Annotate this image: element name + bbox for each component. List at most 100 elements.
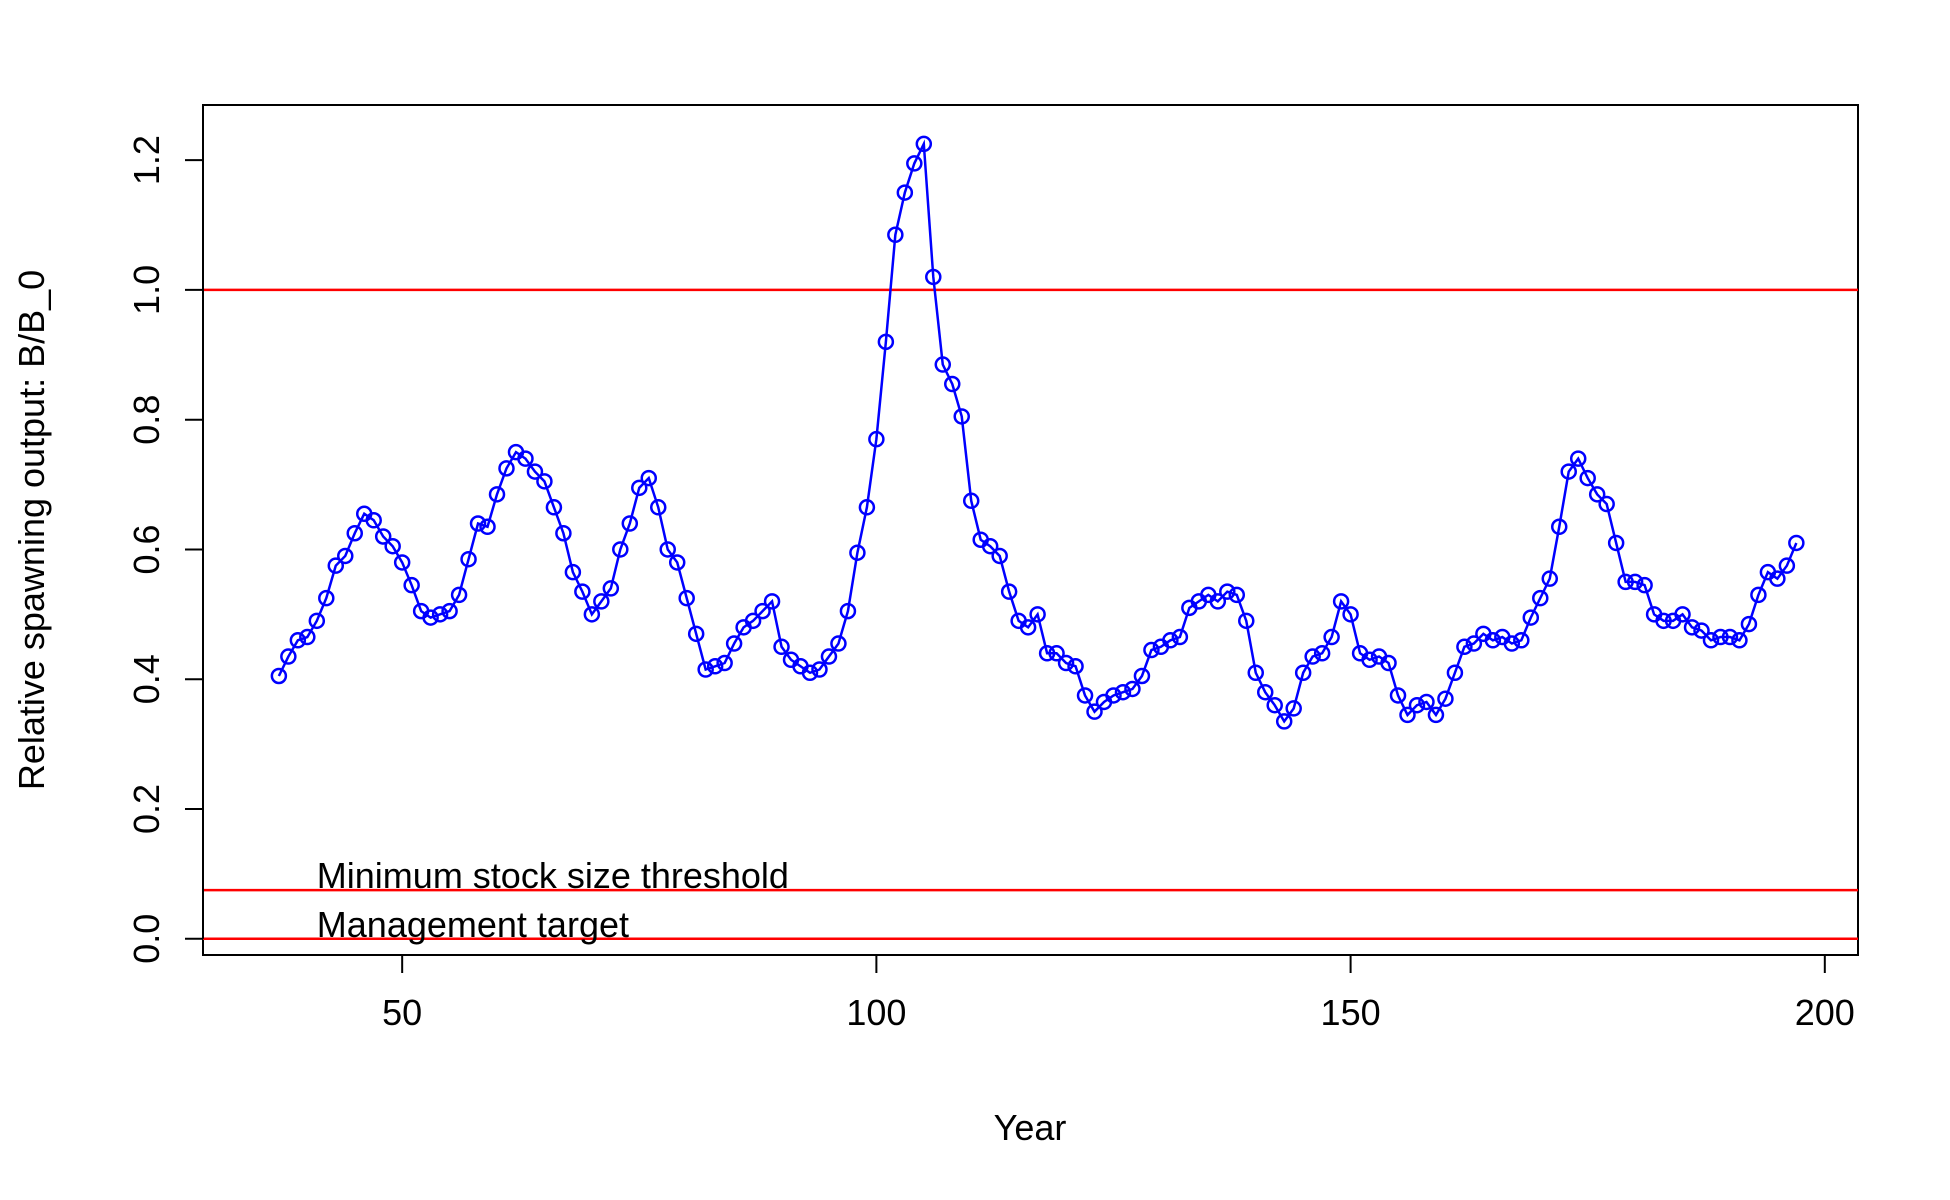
data-point — [1484, 632, 1502, 649]
data-point — [327, 557, 345, 574]
data-point — [1683, 619, 1701, 636]
x-tick-label: 150 — [1321, 992, 1381, 1033]
data-point — [1133, 667, 1151, 685]
data-point — [849, 544, 866, 561]
x-tick-label: 200 — [1795, 992, 1855, 1033]
data-point — [991, 547, 1008, 565]
data-point — [697, 661, 714, 678]
data-point — [1740, 615, 1758, 633]
x-axis-label: Year — [994, 1107, 1067, 1148]
data-point — [403, 576, 420, 594]
data-point — [716, 654, 733, 672]
data-point — [1029, 606, 1046, 623]
data-point — [450, 586, 468, 604]
data-point — [441, 602, 458, 620]
data-point — [1456, 638, 1473, 656]
data-point — [621, 515, 639, 532]
data-point — [934, 356, 952, 373]
data-point — [649, 499, 667, 516]
data-point — [1560, 463, 1577, 480]
data-point — [1437, 690, 1454, 707]
data-point — [1769, 570, 1786, 587]
data-point — [1171, 628, 1189, 646]
data-point — [1247, 664, 1265, 681]
data-point — [1285, 700, 1302, 717]
data-point — [1693, 622, 1710, 639]
reference-line-label: Management target — [317, 904, 629, 945]
data-point — [1674, 606, 1691, 623]
data-point — [915, 135, 933, 153]
data-point — [1702, 632, 1720, 649]
series-group — [270, 135, 1805, 730]
data-point — [1019, 619, 1037, 636]
data-point — [1256, 683, 1274, 701]
data-point — [839, 602, 857, 620]
data-point — [602, 580, 620, 597]
data-point — [1541, 570, 1559, 587]
data-point — [944, 375, 961, 393]
data-point — [925, 268, 942, 286]
data-point — [896, 184, 914, 201]
series-line — [277, 139, 1798, 724]
data-point — [801, 664, 819, 681]
data-point — [1067, 658, 1084, 675]
data-point — [1617, 573, 1634, 591]
data-point — [687, 625, 705, 643]
data-point — [270, 667, 288, 685]
data-point — [555, 524, 572, 542]
data-point — [346, 524, 363, 542]
x-tick-label: 100 — [846, 992, 906, 1033]
data-point — [1057, 654, 1075, 672]
data-point — [337, 547, 354, 565]
data-point — [564, 563, 582, 581]
data-point — [706, 658, 724, 675]
y-axis: 0.0 0.2 0.4 0.6 0.8 1.0 1.2 — [126, 135, 204, 964]
data-point — [460, 550, 477, 568]
data-point — [754, 602, 771, 620]
data-point — [517, 450, 534, 467]
data-point — [906, 155, 923, 172]
data-point — [1332, 593, 1350, 610]
data-point — [1266, 696, 1283, 714]
data-point — [612, 541, 629, 558]
data-point — [1105, 687, 1122, 704]
data-point — [1532, 589, 1549, 607]
data-point — [1788, 534, 1805, 552]
data-point — [545, 499, 563, 516]
data-point — [498, 460, 515, 477]
data-point — [725, 635, 743, 652]
data-point — [640, 469, 658, 487]
data-point — [299, 628, 316, 646]
data-point — [1418, 693, 1435, 711]
reference-lines — [203, 288, 1858, 941]
data-point — [469, 515, 487, 532]
y-tick-label: 0.8 — [126, 395, 167, 445]
y-tick-label: 1.0 — [126, 265, 167, 315]
data-point — [1626, 573, 1644, 591]
data-point — [659, 541, 676, 558]
data-point — [1731, 632, 1748, 649]
data-point — [744, 612, 762, 630]
data-point — [488, 486, 506, 503]
data-point — [1304, 648, 1321, 665]
data-point — [1588, 486, 1606, 503]
data-point — [536, 473, 553, 490]
data-point — [1000, 583, 1018, 600]
data-point — [1408, 696, 1426, 714]
data-point — [280, 648, 297, 665]
data-point — [393, 554, 411, 571]
data-point — [479, 518, 496, 536]
data-point — [422, 609, 439, 626]
data-point — [1114, 683, 1132, 701]
data-point — [763, 593, 781, 610]
data-point — [365, 512, 382, 529]
x-axis: 50 100 150 200 — [382, 954, 1855, 1033]
data-point — [1655, 612, 1672, 630]
y-tick-label: 1.2 — [126, 135, 167, 185]
data-point — [1513, 632, 1530, 649]
data-point — [374, 528, 392, 545]
data-point — [953, 408, 970, 425]
data-point — [962, 492, 980, 510]
data-point — [1076, 687, 1094, 704]
data-point — [858, 499, 876, 516]
